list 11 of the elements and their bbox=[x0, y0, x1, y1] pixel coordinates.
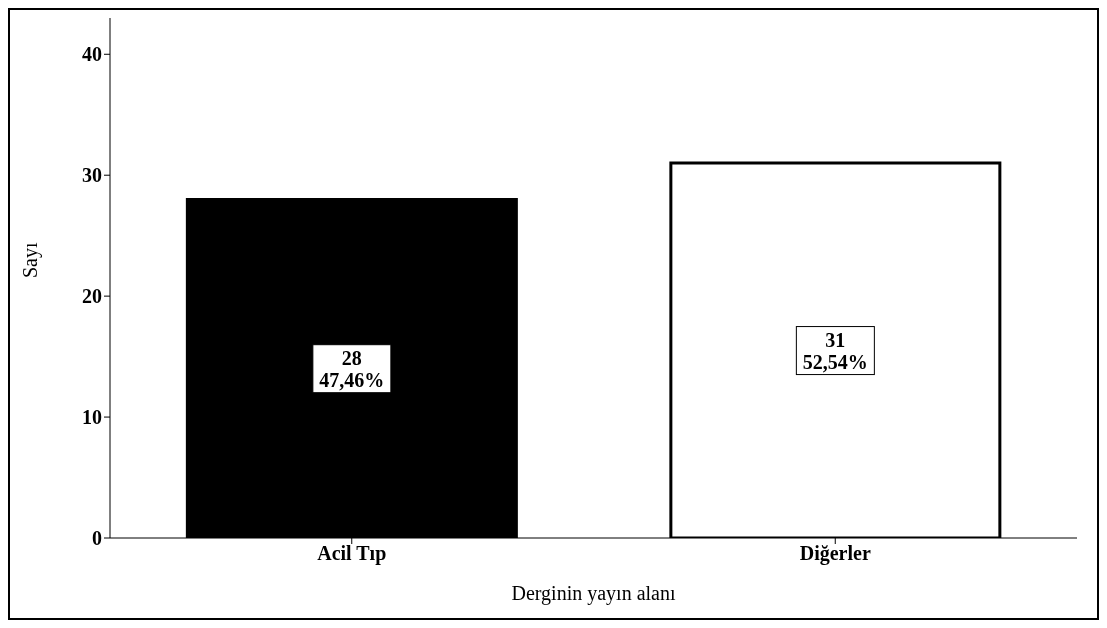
y-tick-label: 20 bbox=[82, 285, 102, 308]
y-tick-label: 10 bbox=[82, 406, 102, 429]
data-label: 31 52,54% bbox=[802, 328, 868, 373]
x-tick-label: Diğerler bbox=[799, 542, 871, 566]
y-tick-label: 40 bbox=[82, 43, 102, 66]
data-label: 28 47,46% bbox=[319, 346, 385, 391]
x-axis-title: Derginin yayın alanı bbox=[511, 582, 676, 605]
y-axis-title: Sayı bbox=[19, 242, 43, 278]
x-tick-label: Acil Tıp bbox=[317, 542, 387, 566]
y-tick-label: 0 bbox=[92, 527, 102, 550]
y-tick-label: 30 bbox=[82, 164, 102, 187]
